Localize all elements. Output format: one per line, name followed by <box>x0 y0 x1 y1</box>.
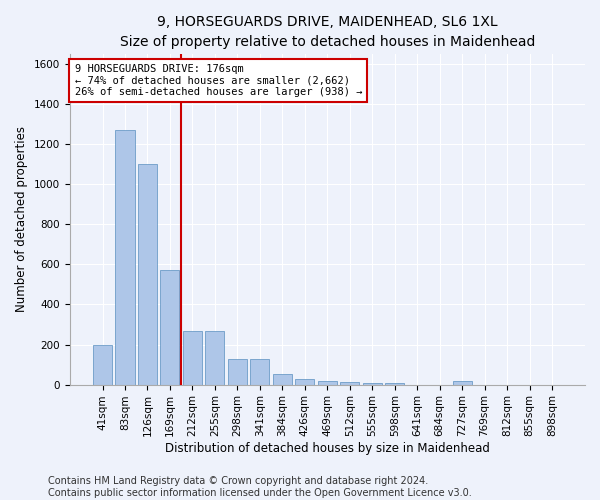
Y-axis label: Number of detached properties: Number of detached properties <box>15 126 28 312</box>
Bar <box>295 378 314 384</box>
Bar <box>340 382 359 384</box>
Bar <box>115 130 134 384</box>
Bar <box>205 332 224 384</box>
Bar <box>183 332 202 384</box>
Bar <box>160 270 179 384</box>
Bar <box>138 164 157 384</box>
Bar <box>385 382 404 384</box>
Text: 9 HORSEGUARDS DRIVE: 176sqm
← 74% of detached houses are smaller (2,662)
26% of : 9 HORSEGUARDS DRIVE: 176sqm ← 74% of det… <box>74 64 362 97</box>
Bar <box>228 358 247 384</box>
Bar <box>362 382 382 384</box>
Title: 9, HORSEGUARDS DRIVE, MAIDENHEAD, SL6 1XL
Size of property relative to detached : 9, HORSEGUARDS DRIVE, MAIDENHEAD, SL6 1X… <box>119 15 535 48</box>
Bar <box>318 380 337 384</box>
Text: Contains HM Land Registry data © Crown copyright and database right 2024.
Contai: Contains HM Land Registry data © Crown c… <box>48 476 472 498</box>
Bar <box>452 380 472 384</box>
Bar <box>273 374 292 384</box>
X-axis label: Distribution of detached houses by size in Maidenhead: Distribution of detached houses by size … <box>165 442 490 455</box>
Bar <box>93 344 112 385</box>
Bar <box>250 358 269 384</box>
